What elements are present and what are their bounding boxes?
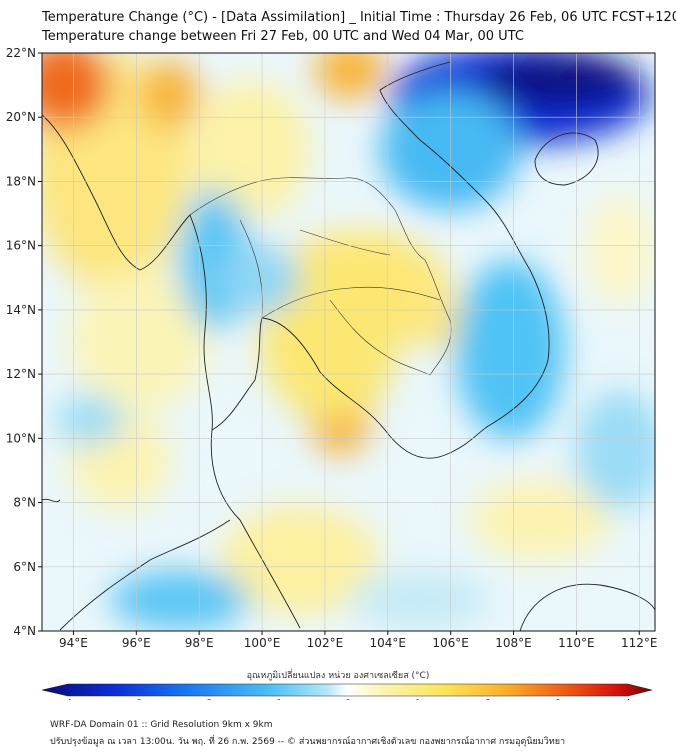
longitude-tick-label: 94°E <box>59 636 88 650</box>
latitude-tick-label: 12°N <box>6 367 36 381</box>
colorbar-tick-label: 2 <box>486 698 490 700</box>
longitude-tick-label: 112°E <box>621 636 658 650</box>
latitude-tick-label: 22°N <box>6 46 36 60</box>
longitude-axis: 94°E 96°E 98°E 100°E 102°E 104°E 106°E 108°E 110… <box>59 631 658 650</box>
footer-update-info: ปรับปรุงข้อมูล ณ เวลา 13:00น. วัน พฤ. ที… <box>50 737 566 747</box>
longitude-tick-label: 98°E <box>185 636 214 650</box>
colorbar-ticks: -4 -3 -2 -1 0 1 2 3 4 <box>65 698 631 700</box>
colorbar-label: อุณหภูมิเปลี่ยนแปลง หน่วย องศาเซลเซียส (… <box>246 671 430 681</box>
longitude-tick-label: 96°E <box>122 636 151 650</box>
colorbar-tick-label: 1 <box>416 698 420 700</box>
country-borders <box>189 177 452 376</box>
latitude-axis: 22°N 20°N 18°N 16°N 14°N 12°N 10°N 8°N 6°N 4°N <box>6 46 42 638</box>
colorbar-bar <box>41 683 653 697</box>
temperature-field <box>42 53 655 631</box>
coastlines <box>42 61 655 631</box>
colorbar-tick-label: -3 <box>135 698 142 700</box>
longitude-tick-label: 104°E <box>370 636 407 650</box>
colorbar-tick-label: 4 <box>626 698 631 700</box>
longitude-tick-label: 108°E <box>495 636 532 650</box>
colorbar-tick-label: 3 <box>556 698 560 700</box>
latitude-tick-label: 6°N <box>13 560 36 574</box>
colorbar: -4 -3 -2 -1 0 1 2 3 4 <box>41 683 653 700</box>
temperature-change-map: 94°E 96°E 98°E 100°E 102°E 104°E 106°E 108°E 110… <box>6 46 658 700</box>
latitude-tick-label: 18°N <box>6 174 36 188</box>
map-title-line-2: Temperature change between Fri 27 Feb, 0… <box>42 29 524 44</box>
footer-model-info: WRF-DA Domain 01 :: Grid Resolution 9km … <box>50 720 273 730</box>
longitude-tick-label: 110°E <box>558 636 595 650</box>
longitude-tick-label: 106°E <box>432 636 469 650</box>
map-frame <box>41 52 656 632</box>
colorbar-tick-label: 0 <box>346 698 350 700</box>
colorbar-tick-label: -1 <box>275 698 282 700</box>
latitude-tick-label: 8°N <box>13 496 36 510</box>
longitude-tick-label: 100°E <box>244 636 281 650</box>
latitude-tick-label: 20°N <box>6 110 36 124</box>
colorbar-tick-label: -4 <box>65 698 73 700</box>
latitude-tick-label: 4°N <box>13 624 36 638</box>
longitude-tick-label: 102°E <box>307 636 344 650</box>
latitude-tick-label: 14°N <box>6 303 36 317</box>
latitude-tick-label: 10°N <box>6 431 36 445</box>
latitude-tick-label: 16°N <box>6 239 36 253</box>
colorbar-tick-label: -2 <box>205 698 212 700</box>
map-title-line-1: Temperature Change (°C) - [Data Assimila… <box>42 10 676 25</box>
